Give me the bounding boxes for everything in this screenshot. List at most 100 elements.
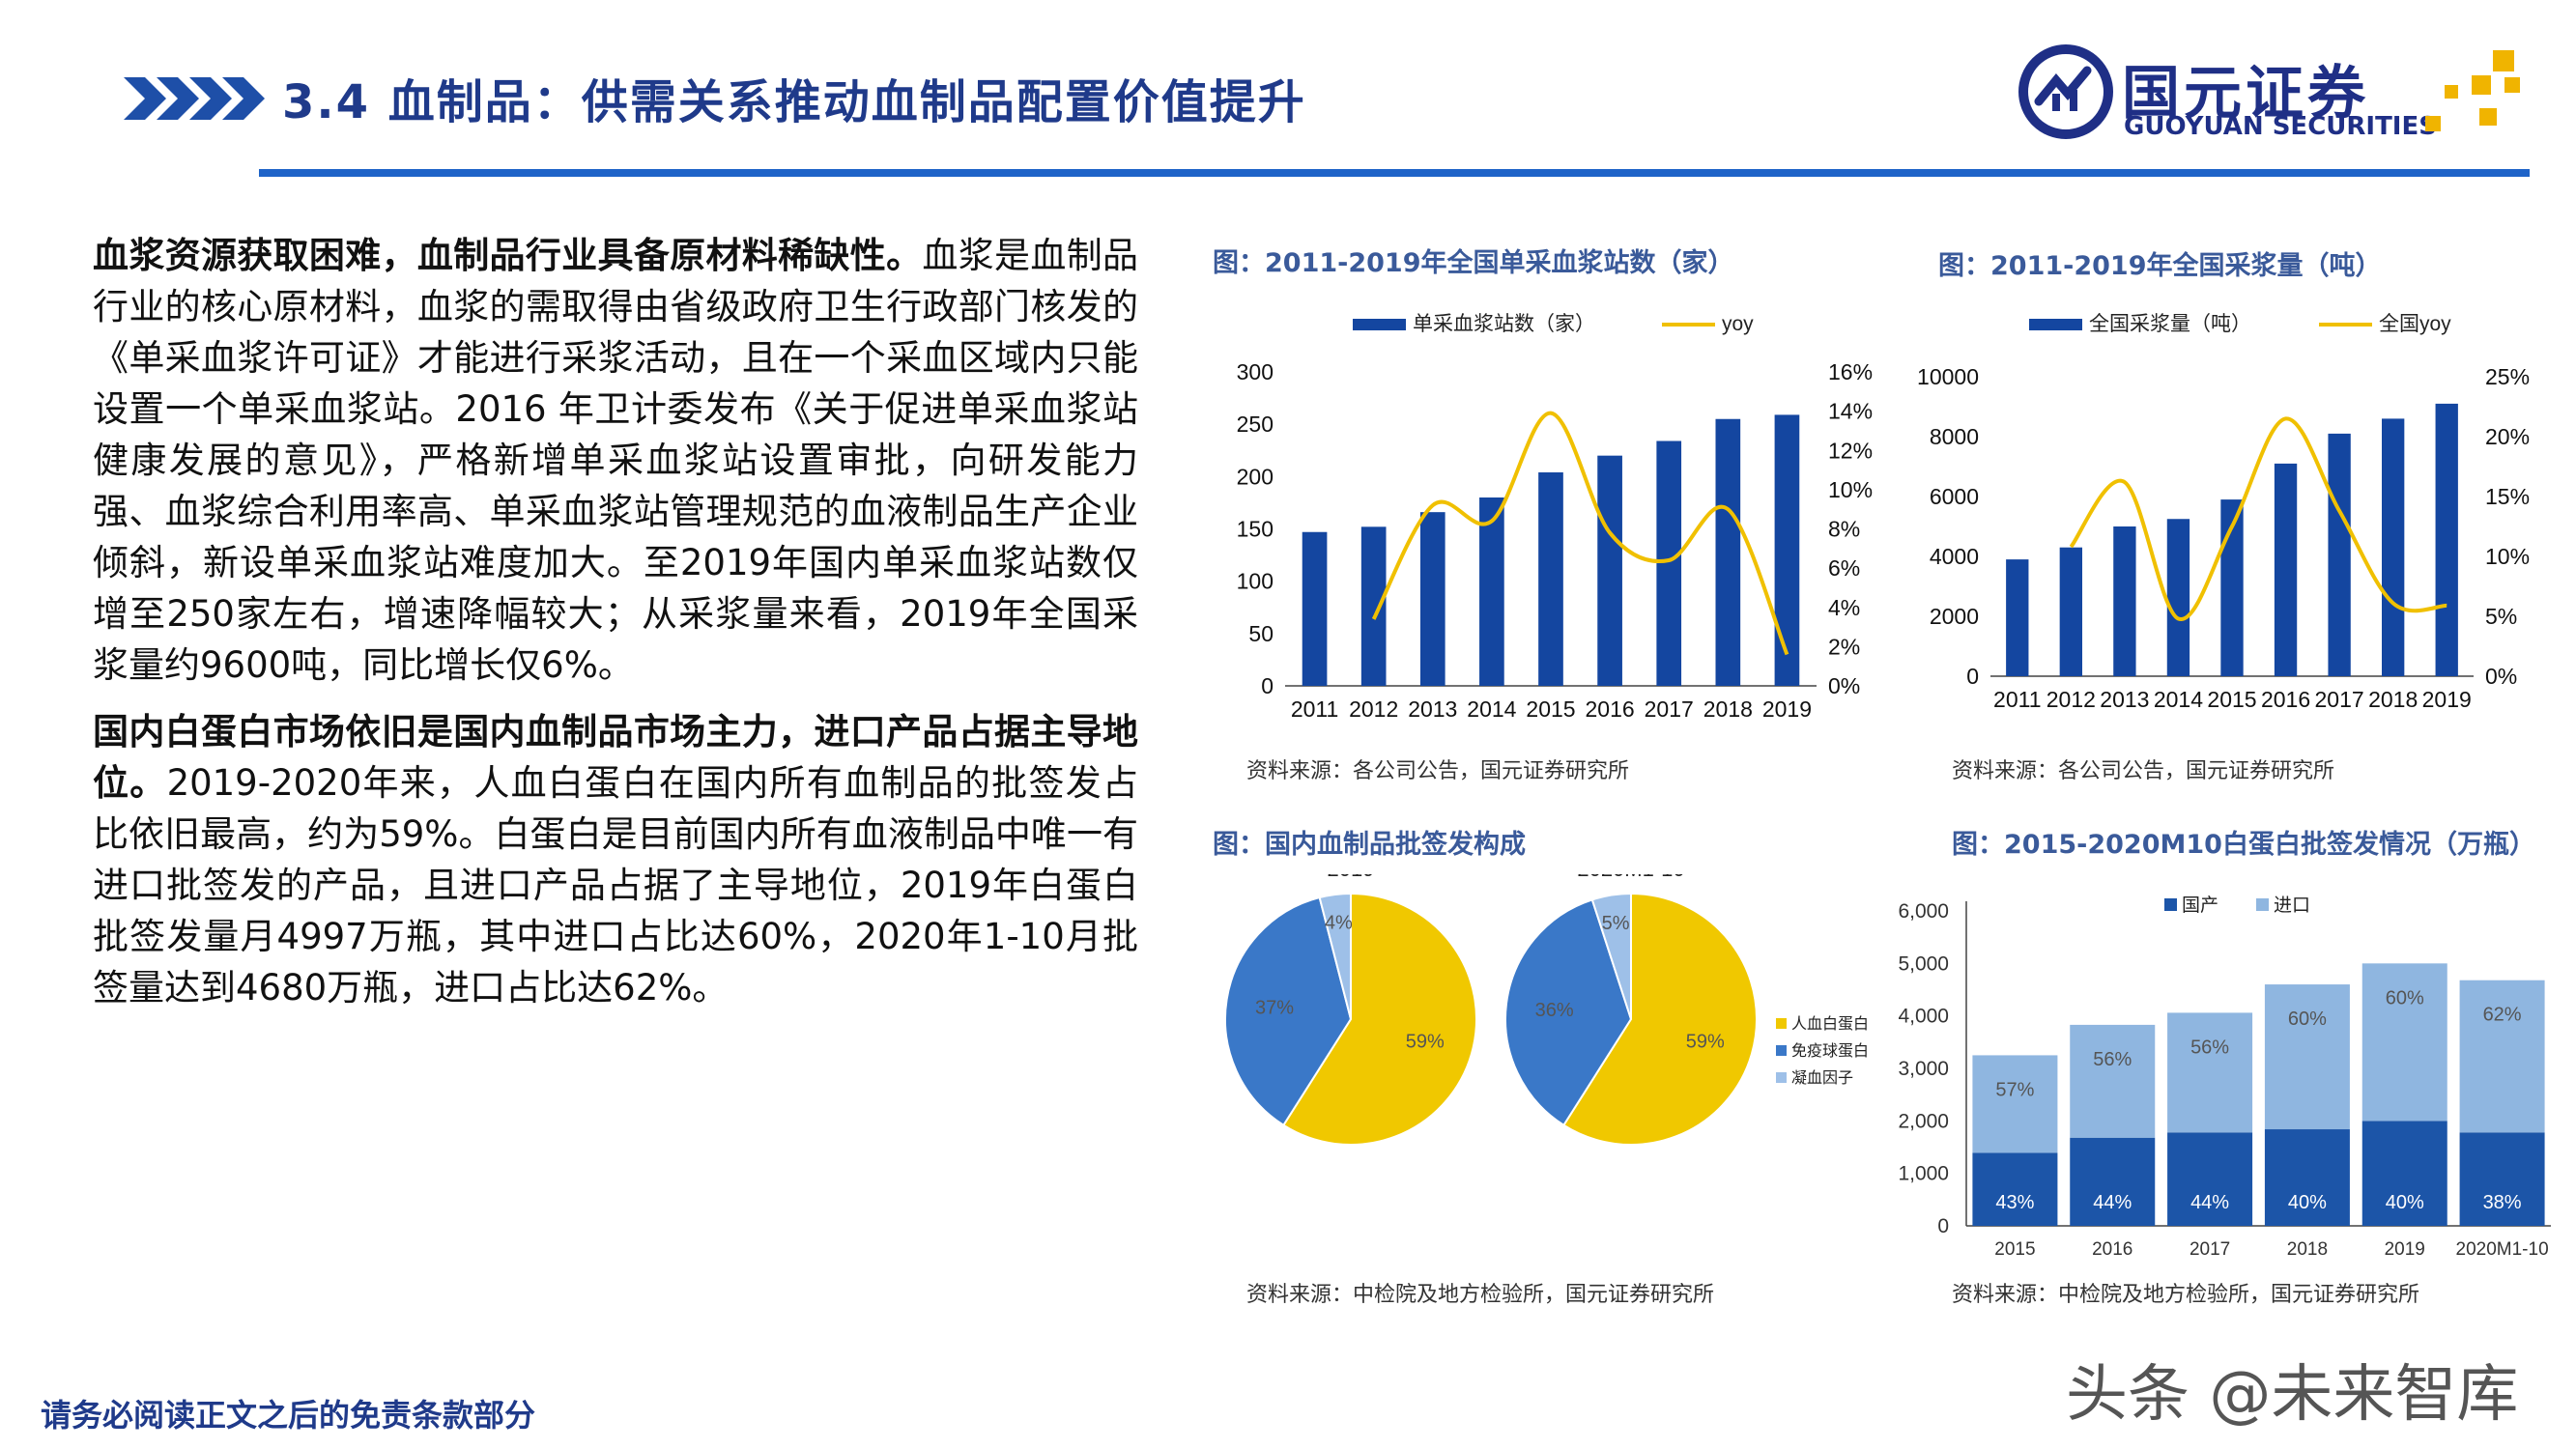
bar: [2113, 526, 2136, 676]
bar: [1419, 512, 1445, 686]
legend-swatch: [1776, 1045, 1787, 1056]
x-tick-label: 2016: [2261, 687, 2310, 712]
bar: [2059, 547, 2082, 676]
x-tick-label: 2019: [1762, 696, 1812, 722]
y-tick-label: 0: [1261, 673, 1274, 698]
bar-percent-label: 62%: [2483, 1005, 2522, 1026]
y-tick-label: 6,000: [1898, 900, 1949, 923]
y2-tick-label: 6%: [1828, 555, 1860, 581]
header-arrows-icon: [124, 77, 265, 120]
y2-tick-label: 12%: [1828, 438, 1873, 463]
y2-tick-label: 25%: [2485, 364, 2530, 389]
y-tick-label: 0: [1966, 664, 1979, 689]
pie-slice: [1318, 892, 1352, 1020]
bar-percent-label: 60%: [2386, 987, 2424, 1009]
paragraph-lead: 国内白蛋白市场依旧是国内血制品市场主力，进口产品占据主导地位。: [93, 711, 1138, 804]
stacked-bar: [2070, 1137, 2156, 1226]
stacked-bar: [2459, 1132, 2545, 1226]
bar-percent-label: 57%: [1995, 1079, 2034, 1100]
x-tick-label: 2014: [2154, 687, 2203, 712]
chart-plasma-volume: 全国采浆量（吨） 全国yoy 0 2000 4000 6000 8000 10000 0% 5% 1…: [1917, 313, 2530, 712]
y2-tick-label: 0%: [2485, 664, 2517, 689]
y2-tick-label: 10%: [2485, 544, 2530, 569]
bar: [2274, 463, 2298, 676]
y-tick-label: 150: [1237, 517, 1274, 542]
yoy-line: [2069, 416, 2447, 621]
bar-percent-label: 44%: [2190, 1192, 2229, 1213]
pie-slice: [1590, 892, 1632, 1020]
legend-swatch: [2164, 898, 2177, 911]
stacked-bar: [2264, 984, 2350, 1130]
bar: [1597, 455, 1622, 686]
pie-slice: [1281, 892, 1477, 1146]
y-tick-label: 8000: [1930, 424, 1979, 449]
pie-slice-label: 59%: [1406, 1031, 1445, 1052]
y-tick-label: 300: [1237, 359, 1274, 384]
bar-percent-label: 43%: [1995, 1192, 2034, 1213]
bar: [2006, 559, 2029, 676]
paragraph-body: 2019-2020年来，人血白蛋白在国内所有血制品的批签发占比依旧最高，约为59…: [93, 762, 1139, 1009]
x-tick-label: 2019: [2422, 687, 2472, 712]
stacked-bar: [2167, 1132, 2253, 1226]
y-tick-label: 100: [1237, 569, 1274, 594]
y-tick-label: 10000: [1917, 364, 1979, 389]
pie-title: 2020M1-10: [1577, 874, 1684, 881]
y-tick-label: 5,000: [1898, 952, 1949, 975]
pie-slice-label: 37%: [1255, 997, 1294, 1018]
stacked-bar: [1972, 1152, 2058, 1226]
x-tick-label: 2015: [1994, 1239, 2035, 1260]
y-tick-label: 0: [1937, 1215, 1949, 1237]
y-tick-label: 50: [1248, 621, 1274, 646]
pie-slice-label: 59%: [1686, 1031, 1725, 1052]
stacked-bar: [2361, 963, 2447, 1122]
y2-tick-label: 8%: [1828, 517, 1860, 542]
bar: [1538, 472, 1563, 686]
yoy-line: [1371, 411, 1789, 656]
logo-chinese-name: 国元证券: [2122, 60, 2369, 128]
y2-tick-label: 5%: [2485, 604, 2517, 629]
bar: [1302, 531, 1328, 686]
watermark: 头条 @未来智库: [2066, 1359, 2519, 1431]
bar-percent-label: 38%: [2483, 1192, 2522, 1213]
pie-slice: [1504, 898, 1633, 1127]
chart-title: 图：2011-2019年全国单采血浆站数（家）: [1213, 248, 1734, 278]
bar: [1479, 497, 1504, 686]
bar: [2328, 433, 2351, 676]
logo-english-name: GUOYUAN SECURITIES: [2124, 112, 2437, 141]
legend-swatch: [1776, 1072, 1787, 1083]
bar-percent-label: 40%: [2288, 1192, 2327, 1213]
stacked-bar: [2459, 980, 2545, 1133]
y2-tick-label: 16%: [1828, 359, 1873, 384]
bar: [2382, 418, 2405, 676]
header-divider: [259, 169, 2530, 177]
x-tick-label: 2018: [2368, 687, 2418, 712]
x-tick-label: 2015: [1526, 696, 1575, 722]
x-tick-label: 2017: [2190, 1239, 2230, 1260]
pie-slice-label: 36%: [1535, 1000, 1574, 1021]
bar-percent-label: 60%: [2288, 1009, 2327, 1030]
x-tick-label: 2017: [1645, 696, 1694, 722]
guoyuan-logo-icon: [2018, 44, 2113, 139]
x-tick-label: 2012: [2046, 687, 2096, 712]
x-tick-label: 2013: [2100, 687, 2149, 712]
logo-decoration-icon: [2425, 50, 2520, 131]
legend-label: 人血白蛋白: [1791, 1015, 1869, 1033]
page-title: 3.4 血制品：供需关系推动血制品配置价值提升: [282, 75, 1306, 129]
bar: [2166, 519, 2190, 676]
x-tick-label: 2017: [2315, 687, 2364, 712]
y2-tick-label: 2%: [1828, 634, 1860, 659]
bar: [1656, 440, 1682, 686]
y2-tick-label: 4%: [1828, 595, 1860, 620]
y2-tick-label: 10%: [1828, 477, 1873, 502]
bar-percent-label: 40%: [2386, 1192, 2424, 1213]
bar-percent-label: 56%: [2093, 1049, 2132, 1070]
chart-source: 资料来源：各公司公告，国元证券研究所: [1952, 759, 2335, 783]
y-tick-label: 6000: [1930, 484, 1979, 509]
chart-plasma-stations: 单采血浆站数（家） yoy 0 50 100 150 200 250 300 0% 2% 4% 6% 8%…: [1237, 313, 1873, 722]
bar: [2435, 403, 2458, 676]
x-tick-label: 2014: [1467, 696, 1516, 722]
body-text: 血浆资源获取困难，血制品行业具备原材料稀缺性。血浆是血制品行业的核心原材料，血浆…: [93, 230, 1138, 1029]
legend-label: 全国采浆量（吨）: [2089, 313, 2251, 335]
x-tick-label: 2015: [2207, 687, 2256, 712]
bar-percent-label: 56%: [2190, 1037, 2229, 1058]
